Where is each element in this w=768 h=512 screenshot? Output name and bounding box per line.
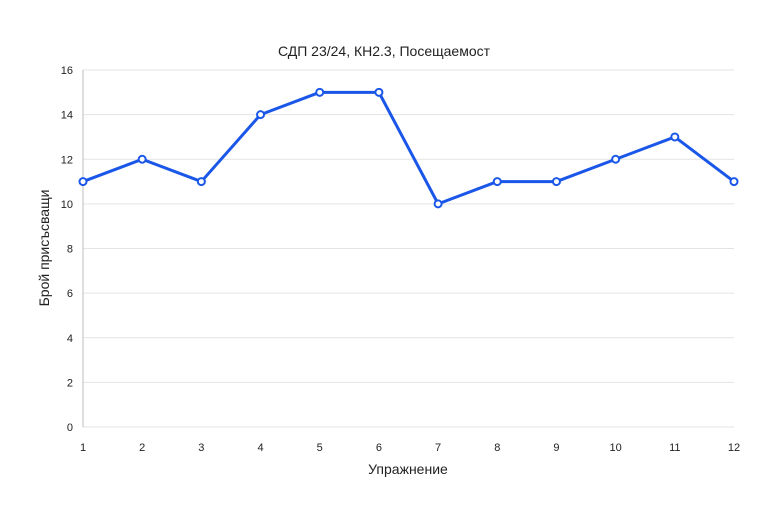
data-point <box>315 87 325 97</box>
y-tick-label: 12 <box>61 154 73 166</box>
series-group <box>78 87 739 209</box>
x-tick-label: 6 <box>376 442 382 454</box>
x-tick-label: 8 <box>494 442 500 454</box>
data-point <box>78 177 88 187</box>
x-tick-label: 2 <box>139 442 145 454</box>
data-point <box>551 177 561 187</box>
data-point <box>256 110 266 120</box>
y-tick-label: 10 <box>61 199 73 211</box>
series-line <box>81 90 736 206</box>
y-tick-label: 0 <box>67 422 73 434</box>
x-tick-label: 9 <box>553 442 559 454</box>
x-axis-label: Упражнение <box>368 461 448 477</box>
grid <box>82 69 734 428</box>
y-tick-label: 4 <box>67 333 73 345</box>
x-tick-label: 1 <box>80 442 86 454</box>
x-tick-label: 7 <box>435 442 441 454</box>
x-axis-ticks: 1 2 3 4 5 6 7 8 9 10 11 12 <box>80 442 740 454</box>
x-tick-label: 3 <box>198 442 204 454</box>
x-tick-label: 4 <box>257 442 263 454</box>
x-tick-label: 5 <box>317 442 323 454</box>
x-tick-label: 12 <box>728 442 740 454</box>
y-tick-label: 8 <box>67 244 73 256</box>
y-axis-label: Брой присъсващи <box>36 190 52 307</box>
y-tick-label: 6 <box>67 288 73 300</box>
data-point <box>137 154 147 164</box>
x-tick-label: 11 <box>669 442 680 454</box>
data-point <box>433 199 443 209</box>
data-point <box>196 177 206 187</box>
data-point <box>670 132 680 142</box>
y-tick-label: 14 <box>61 110 73 122</box>
data-point <box>729 177 739 187</box>
data-point <box>374 87 384 97</box>
x-tick-label: 10 <box>610 442 622 454</box>
y-tick-label: 16 <box>61 65 73 77</box>
y-axis-ticks: 0 2 4 6 8 10 12 14 16 <box>61 65 73 434</box>
data-point <box>611 154 621 164</box>
y-tick-label: 2 <box>67 377 73 389</box>
data-point <box>492 177 502 187</box>
chart-title: СДП 23/24, КН2.3, Посещаемост <box>278 43 491 59</box>
